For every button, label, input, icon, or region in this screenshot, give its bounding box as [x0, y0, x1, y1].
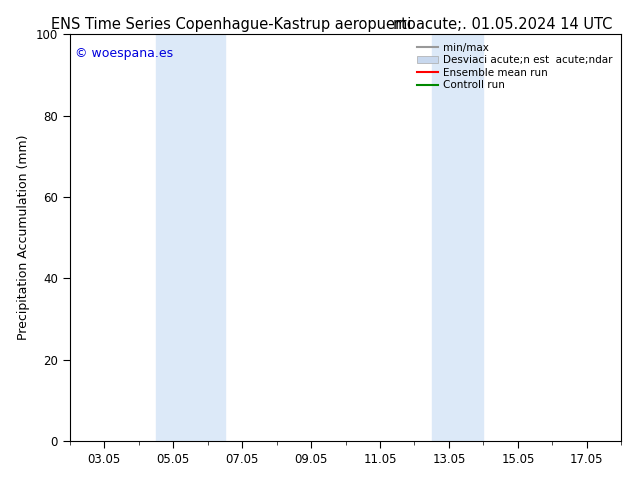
Text: © woespana.es: © woespana.es: [75, 47, 173, 59]
Y-axis label: Precipitation Accumulation (mm): Precipitation Accumulation (mm): [17, 135, 30, 341]
Legend: min/max, Desviaci acute;n est  acute;ndar, Ensemble mean run, Controll run: min/max, Desviaci acute;n est acute;ndar…: [415, 40, 616, 94]
Bar: [432, 34, 483, 441]
Text: ENS Time Series Copenhague-Kastrup aeropuerto: ENS Time Series Copenhague-Kastrup aerop…: [51, 17, 415, 32]
Bar: [156, 34, 225, 441]
Text: mi acute;. 01.05.2024 14 UTC: mi acute;. 01.05.2024 14 UTC: [393, 17, 612, 32]
